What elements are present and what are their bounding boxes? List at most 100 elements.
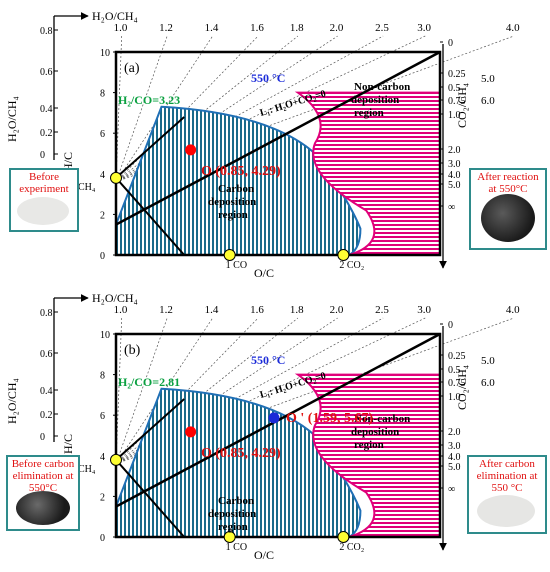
h2-co-ratio-label: H₂/CO=2.81: [118, 375, 180, 389]
top-tick-label: 3.0: [417, 304, 431, 316]
top-tick-label: 1.0: [114, 22, 128, 34]
right-scale-label: 2.0: [448, 427, 461, 438]
x-axis-label: O/C: [254, 266, 274, 280]
photo-caption-line: Before carbon: [11, 458, 75, 470]
right-scale-label: 0: [448, 38, 453, 49]
white-catalyst-sample: [17, 197, 69, 225]
point-o-prime-label: O ' (1.59, 5.67): [286, 411, 373, 426]
photo-caption-line: Before: [29, 171, 59, 183]
photo-caption-line: elimination at: [476, 470, 538, 482]
top-axis-label: H₂O/CH₄: [92, 291, 138, 305]
top-tick-label: 1.0: [114, 304, 128, 316]
right-scale-label: ∞: [448, 484, 455, 495]
right-scale-label: 4.0: [448, 170, 461, 181]
hc-tick-label: 8: [100, 89, 105, 100]
composition-marker: [337, 531, 350, 543]
right-scale-label: 2.0: [448, 145, 461, 156]
left-tick-label: 0.2: [40, 128, 53, 139]
top-tick-label: 1.8: [290, 304, 304, 316]
non-carbon-deposition-region: [294, 373, 441, 538]
photo-after-reaction: After reaction at 550°C: [469, 168, 547, 250]
photo-caption-line: at 550°C: [488, 183, 528, 195]
hc-tick-label: 0: [100, 251, 105, 262]
composition-marker: [110, 453, 122, 466]
right-scale-label: 0.75: [448, 378, 466, 389]
hc-tick-label: 0: [100, 533, 105, 544]
right-scale-label: 0.25: [448, 351, 466, 362]
hc-axis-label: H/C: [61, 152, 75, 172]
carbon-region-label: Carbon: [218, 183, 254, 195]
fan-line: [115, 317, 384, 465]
left-axis-label: H₂O/CH₄: [5, 96, 19, 142]
left-tick-label: 0.6: [40, 349, 53, 360]
hc-tick-label: 10: [100, 48, 110, 59]
right-scale-label: 4.0: [448, 452, 461, 463]
temperature-label: 550 °C: [251, 353, 285, 367]
photo-caption-line: After reaction: [477, 171, 539, 183]
black-carbon-sample: [481, 194, 535, 242]
top-tick-label: 1.2: [159, 304, 173, 316]
ch4-upper-line: [115, 116, 185, 179]
photo-caption-line: After carbon: [479, 458, 535, 470]
fan-line: [115, 317, 213, 465]
right-scale-label: 0.75: [448, 96, 466, 107]
co2-tick-label: 6.0: [481, 95, 495, 107]
carbon-region-label: region: [218, 521, 248, 533]
black-carbon-sample: [16, 491, 70, 525]
left-axis-label: H₂O/CH₄: [5, 378, 19, 424]
point-o-label: O (0.85, 4.29): [201, 446, 281, 461]
co2-tick-label: 6.0: [481, 377, 495, 389]
plot-frame: [114, 50, 442, 257]
fan-line: [115, 35, 299, 183]
left-tick-label: 0: [40, 150, 45, 161]
top-tick-label: 2.0: [330, 304, 344, 316]
fan-line: [115, 317, 168, 465]
l1-line: [115, 50, 441, 226]
composition-marker: [223, 531, 236, 543]
co2-axis-label: CO₂/CH₄: [455, 365, 469, 410]
photo-caption-line: experiment: [19, 183, 69, 195]
right-scale-label: 0: [448, 320, 453, 331]
point-o-label: O (0.85, 4.29): [201, 164, 281, 179]
hc-tick-label: 2: [100, 210, 105, 221]
co2-axis-label: CO₂/CH₄: [455, 83, 469, 128]
co-label: 1 CO: [226, 260, 247, 271]
noncarbon-region-label: region: [354, 107, 384, 119]
panel-tag: (a): [124, 61, 140, 76]
co2-tick-label: 5.0: [481, 355, 495, 367]
carbon-region-label: deposition: [208, 196, 256, 208]
right-scale-label: ∞: [448, 202, 455, 213]
h2-co-ratio-label: H₂/CO=3.23: [118, 93, 180, 107]
panel-tag: (b): [124, 343, 141, 358]
ch4-upper-line: [115, 398, 185, 461]
photo-caption-line: 550 °C: [491, 482, 523, 494]
photo-before-experiment: Before experiment: [9, 168, 79, 232]
top-tick-label: 1.8: [290, 22, 304, 34]
white-catalyst-sample: [477, 495, 535, 527]
photo-caption-line: elimination at: [12, 470, 74, 482]
ch4-label: CH₄: [78, 464, 96, 475]
hc-tick-label: 6: [100, 411, 105, 422]
x-axis-label: O/C: [254, 548, 274, 562]
hc-tick-label: 4: [100, 452, 105, 463]
composition-marker: [110, 171, 122, 184]
right-scale-label: 0.5: [448, 83, 461, 94]
co2-tick-label: 5.0: [481, 73, 495, 85]
carbon-region-label: region: [218, 209, 248, 221]
point-o-marker: [185, 426, 197, 438]
photo-after-carbon-elimination: After carbon elimination at 550 °C: [467, 455, 547, 534]
plot-frame: [114, 332, 442, 539]
noncarbon-region-label: deposition: [351, 94, 399, 106]
photo-before-carbon-elimination: Before carbon elimination at 550°C: [6, 455, 80, 531]
top-tick-label: 2.5: [375, 304, 389, 316]
top-tick-label: 1.4: [205, 22, 219, 34]
ch4-label: CH₄: [78, 182, 96, 193]
point-o-marker: [185, 144, 197, 156]
ch4-co-line: [115, 459, 185, 538]
hc-tick-label: 6: [100, 129, 105, 140]
noncarbon-region-label: Non-carbon: [354, 413, 410, 425]
top-tick-label: 2.5: [375, 22, 389, 34]
co2-label: 2 CO₂: [339, 542, 364, 553]
